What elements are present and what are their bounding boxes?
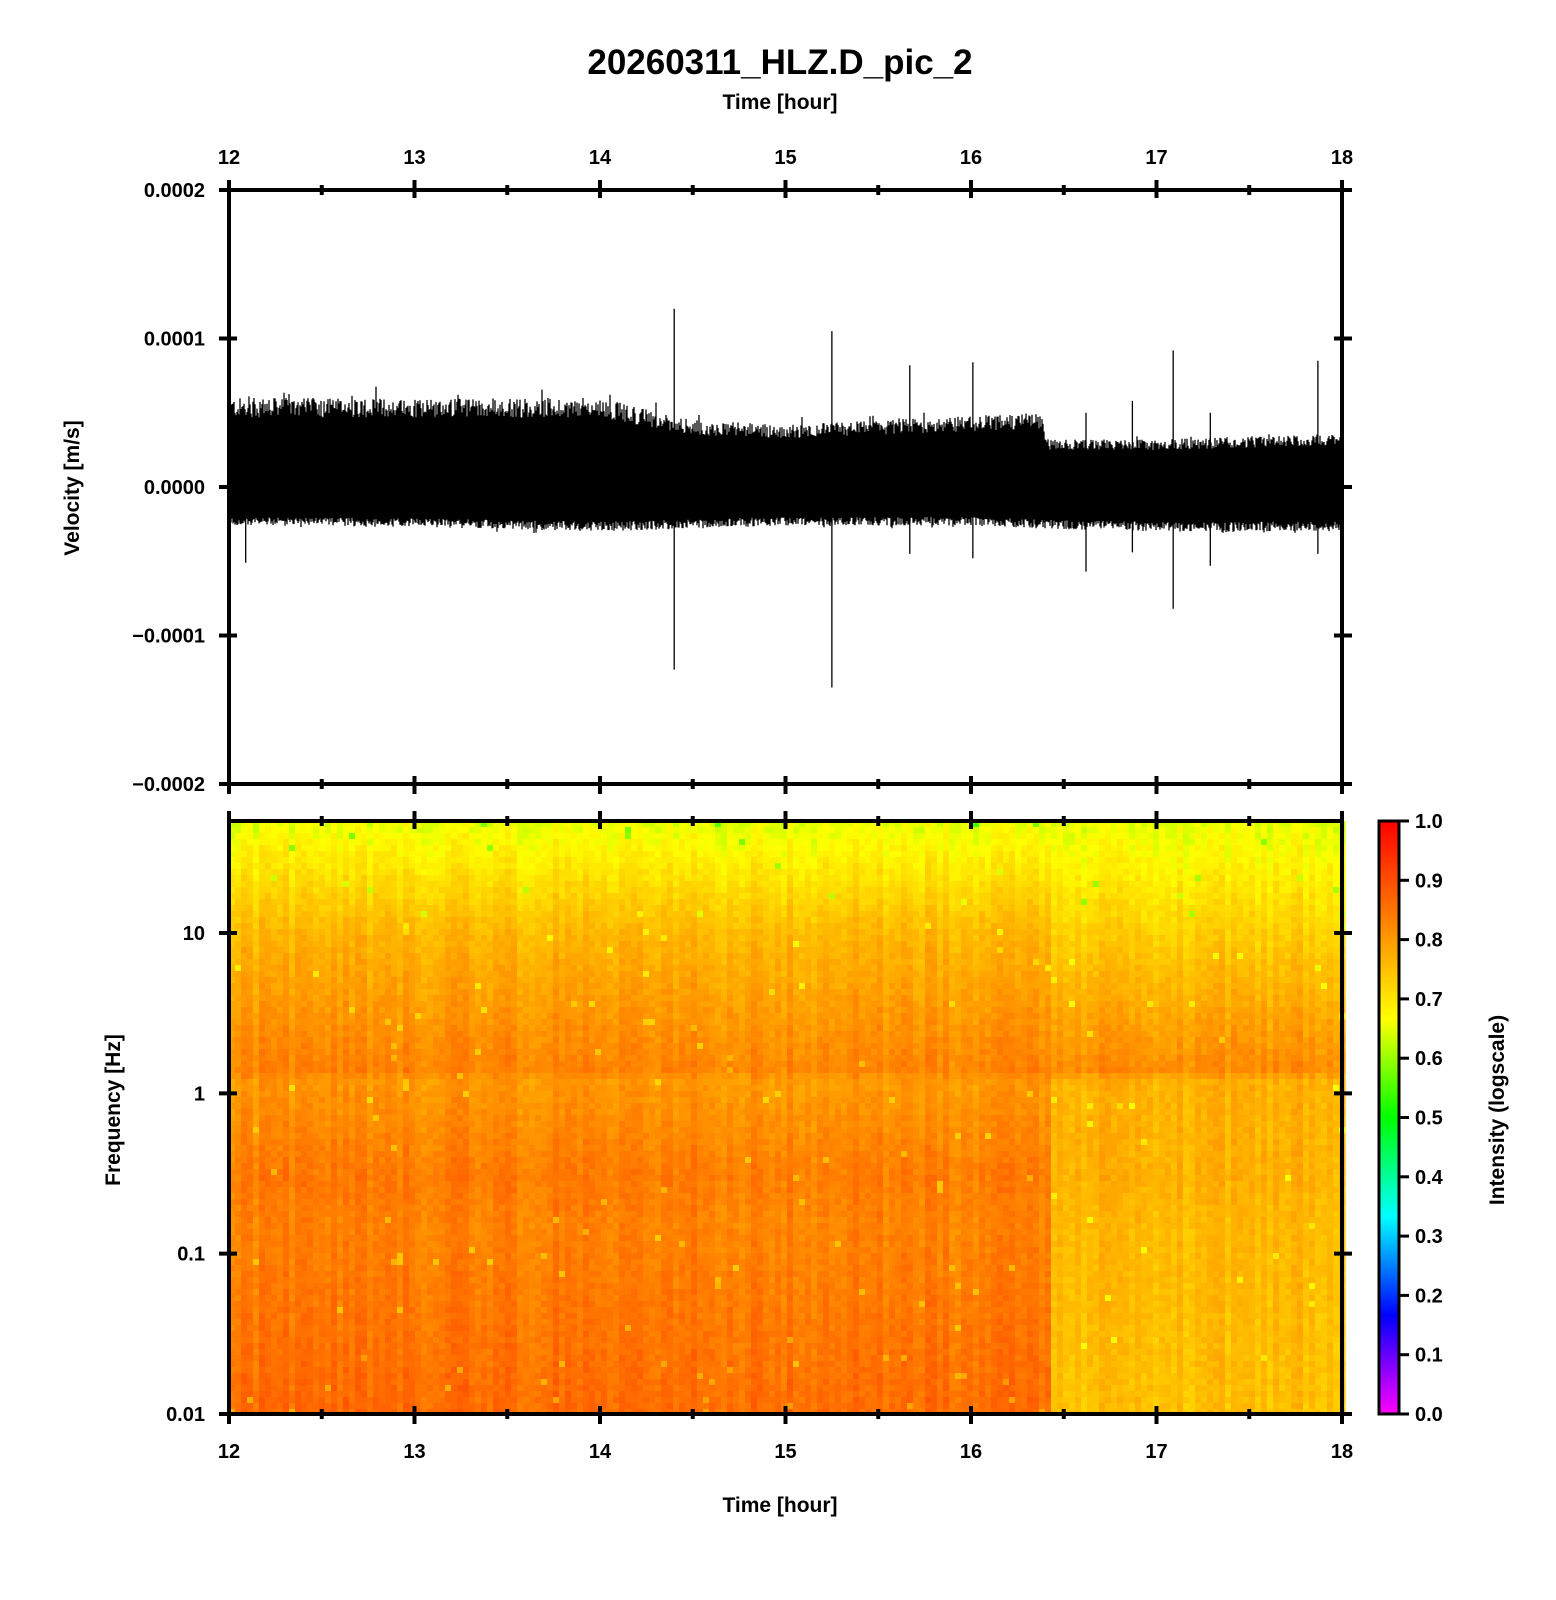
colorbar-ticks: 1.0 0.9 0.8 0.7 0.6 0.5 0.4 0.3 0.2 0.1 0.0: [1399, 811, 1444, 1426]
top-x-tick-label: 17: [1145, 147, 1167, 169]
colorbar-tick-label: 0.5: [1415, 1108, 1443, 1130]
top-x-tick-label: 14: [589, 147, 612, 169]
colorbar-tick-label: 0.6: [1415, 1048, 1443, 1070]
colorbar-tick-label: 0.4: [1415, 1167, 1444, 1189]
waveform-y-tick-label: −0.0002: [132, 774, 205, 796]
spectrogram-panel: 12 13 14 15 16 17 18 10 1 0.1 0.01: [166, 811, 1353, 1463]
waveform-y-tick-label: −0.0001: [132, 626, 205, 648]
colorbar-tick-label: 0.9: [1415, 870, 1443, 892]
bottom-x-tick-label: 18: [1331, 1441, 1353, 1463]
colorbar-label: Intensity (logscale): [1486, 1015, 1509, 1205]
colorbar-tick-label: 0.3: [1415, 1226, 1443, 1248]
top-x-tick-label: 12: [218, 147, 240, 169]
top-x-tick-label: 18: [1331, 147, 1353, 169]
spectrogram-y-tick-label: 1: [194, 1083, 205, 1105]
bottom-x-tick-label: 16: [960, 1441, 982, 1463]
chart-title: 20260311_HLZ.D_pic_2: [587, 43, 972, 82]
bottom-x-tick-label: 12: [218, 1441, 240, 1463]
spectrogram-y-tick-label: 10: [183, 923, 205, 945]
bottom-x-tick-label: 13: [403, 1441, 425, 1463]
colorbar-gradient: [1377, 819, 1401, 1416]
waveform-y-tick-label: 0.0001: [144, 329, 205, 351]
colorbar: 1.0 0.9 0.8 0.7 0.6 0.5 0.4 0.3 0.2 0.1 0.0: [1377, 811, 1444, 1426]
top-x-tick-label: 16: [960, 147, 982, 169]
waveform-y-axis-label: Velocity [m/s]: [61, 420, 84, 555]
bottom-x-tick-label: 17: [1145, 1441, 1167, 1463]
colorbar-tick-label: 0.8: [1415, 930, 1443, 952]
waveform-y-tick-label: 0.0000: [144, 477, 205, 499]
colorbar-tick-label: 1.0: [1415, 811, 1443, 833]
spectrogram-y-axis-label: Frequency [Hz]: [102, 1034, 125, 1186]
top-x-tick-label: 15: [774, 147, 796, 169]
waveform-axes: 12 13 14 15 16 17 18 0.0002 0.0001 0.0000 −0.0001 −…: [132, 147, 1353, 796]
colorbar-tick-label: 0.1: [1415, 1345, 1443, 1367]
spectrogram-heatmap: [229, 821, 1346, 1416]
top-x-tick-label: 13: [403, 147, 425, 169]
colorbar-tick-label: 0.2: [1415, 1285, 1443, 1307]
waveform-panel: 12 13 14 15 16 17 18 0.0002 0.0001 0.0000 −0.0001 −…: [132, 147, 1353, 796]
bottom-x-tick-label: 15: [774, 1441, 796, 1463]
waveform-series: [230, 308, 1341, 688]
colorbar-tick-label: 0.0: [1415, 1404, 1443, 1426]
top-x-axis-label: Time [hour]: [722, 91, 837, 114]
spectrogram-axes: 12 13 14 15 16 17 18 10 1 0.1 0.01: [166, 811, 1353, 1463]
waveform-y-tick-label: 0.0002: [144, 180, 205, 202]
spectrogram-y-tick-label: 0.1: [177, 1244, 205, 1266]
colorbar-tick-label: 0.7: [1415, 989, 1443, 1011]
bottom-x-tick-label: 14: [589, 1441, 612, 1463]
spectrogram-y-tick-label: 0.01: [166, 1404, 205, 1426]
bottom-x-axis-label: Time [hour]: [722, 1494, 837, 1517]
